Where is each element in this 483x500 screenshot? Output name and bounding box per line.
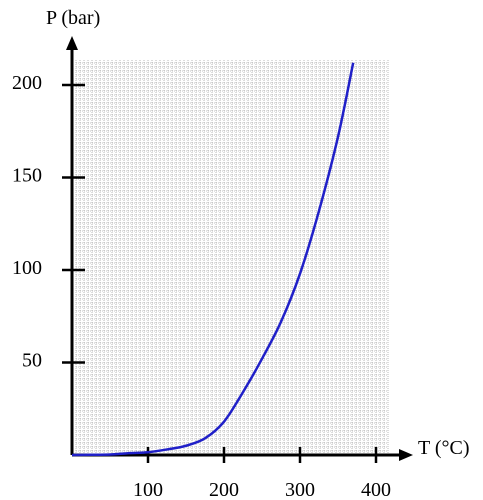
x-tick-label-100: 100 xyxy=(133,479,163,500)
x-tick-label-200: 200 xyxy=(209,479,239,500)
series-layer xyxy=(71,62,355,457)
y-tick-label-100: 100 xyxy=(12,257,42,279)
y-axis-arrow xyxy=(66,36,78,50)
y-axis-label: P (bar) xyxy=(46,7,100,29)
y-tick-label-150: 150 xyxy=(12,165,42,187)
x-axis-arrow xyxy=(399,449,413,461)
x-tick-label-400: 400 xyxy=(361,479,391,500)
axes xyxy=(62,36,413,463)
y-tick-label-50: 50 xyxy=(22,350,42,372)
labels: 100 200 300 400 50 100 150 200 T (°C) P (bar) xyxy=(12,7,470,500)
x-tick-label-300: 300 xyxy=(285,479,315,500)
y-tick-label-200: 200 xyxy=(12,72,42,94)
series-line-0 xyxy=(71,62,355,457)
x-axis-label: T (°C) xyxy=(418,437,470,459)
